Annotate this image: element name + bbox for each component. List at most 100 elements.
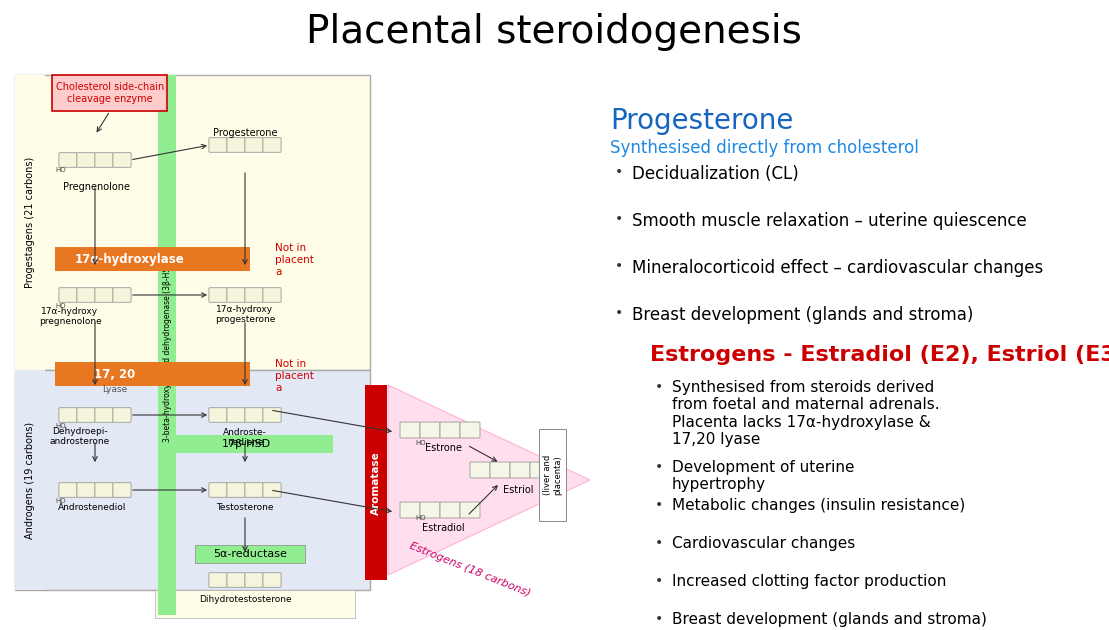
Text: Androstenediol: Androstenediol <box>58 503 126 512</box>
FancyBboxPatch shape <box>59 288 78 302</box>
FancyBboxPatch shape <box>440 422 460 438</box>
Text: •: • <box>615 306 623 320</box>
Text: Progestagens (21 carbons): Progestagens (21 carbons) <box>26 156 35 288</box>
FancyBboxPatch shape <box>263 408 281 422</box>
FancyBboxPatch shape <box>195 545 305 563</box>
Text: Synthesised directly from cholesterol: Synthesised directly from cholesterol <box>610 139 919 157</box>
Text: Estrogens - Estradiol (E2), Estriol (E3): Estrogens - Estradiol (E2), Estriol (E3) <box>650 345 1109 365</box>
Text: Cardiovascular changes: Cardiovascular changes <box>672 536 855 551</box>
FancyBboxPatch shape <box>16 75 370 370</box>
Text: •: • <box>615 165 623 179</box>
FancyBboxPatch shape <box>470 462 490 478</box>
Text: 17, 20: 17, 20 <box>94 367 135 381</box>
Text: Smooth muscle relaxation – uterine quiescence: Smooth muscle relaxation – uterine quies… <box>632 212 1027 230</box>
FancyBboxPatch shape <box>77 408 95 422</box>
Text: Mineralocorticoid effect – cardiovascular changes: Mineralocorticoid effect – cardiovascula… <box>632 259 1044 277</box>
FancyBboxPatch shape <box>208 138 227 152</box>
FancyBboxPatch shape <box>420 422 440 438</box>
FancyBboxPatch shape <box>460 502 480 518</box>
FancyBboxPatch shape <box>95 483 113 497</box>
FancyBboxPatch shape <box>510 462 530 478</box>
FancyBboxPatch shape <box>440 502 460 518</box>
Text: Breast development (glands and stroma): Breast development (glands and stroma) <box>632 306 974 324</box>
Text: 3-beta-hydroxysteroid dehydrogenase (3β-HSD): 3-beta-hydroxysteroid dehydrogenase (3β-… <box>163 258 172 442</box>
Text: Aromatase: Aromatase <box>372 451 381 515</box>
FancyBboxPatch shape <box>55 247 250 271</box>
FancyBboxPatch shape <box>245 408 263 422</box>
FancyBboxPatch shape <box>52 75 167 111</box>
FancyBboxPatch shape <box>208 483 227 497</box>
Text: Estradiol: Estradiol <box>421 523 465 533</box>
FancyBboxPatch shape <box>157 75 176 615</box>
Text: •: • <box>615 259 623 273</box>
FancyBboxPatch shape <box>263 573 281 587</box>
Text: Androgens (19 carbons): Androgens (19 carbons) <box>26 421 35 539</box>
Text: •: • <box>655 536 663 550</box>
Text: 17α-hydroxy
progesterone: 17α-hydroxy progesterone <box>215 305 275 324</box>
Text: •: • <box>615 212 623 226</box>
Text: Development of uterine
hypertrophy: Development of uterine hypertrophy <box>672 460 855 493</box>
FancyBboxPatch shape <box>263 288 281 302</box>
Text: •: • <box>655 612 663 626</box>
Text: (liver and
placenta): (liver and placenta) <box>543 455 562 495</box>
FancyBboxPatch shape <box>490 462 510 478</box>
Text: Estrogens (18 carbons): Estrogens (18 carbons) <box>408 541 532 599</box>
FancyBboxPatch shape <box>400 502 420 518</box>
FancyBboxPatch shape <box>157 435 333 453</box>
FancyBboxPatch shape <box>113 288 131 302</box>
Text: Pregnenolone: Pregnenolone <box>63 182 131 192</box>
Text: Not in
placent
a: Not in placent a <box>275 359 314 392</box>
Text: Lyase: Lyase <box>102 386 128 394</box>
Text: HO: HO <box>415 515 426 521</box>
Text: Dehydroepi-
androsterone: Dehydroepi- androsterone <box>50 427 110 447</box>
FancyBboxPatch shape <box>245 483 263 497</box>
FancyBboxPatch shape <box>155 590 355 618</box>
FancyBboxPatch shape <box>59 408 78 422</box>
FancyBboxPatch shape <box>400 422 420 438</box>
FancyBboxPatch shape <box>365 385 387 580</box>
Text: 17α-hydroxylase: 17α-hydroxylase <box>75 253 185 265</box>
FancyBboxPatch shape <box>227 288 245 302</box>
FancyBboxPatch shape <box>16 75 45 370</box>
Text: HO: HO <box>55 167 65 173</box>
FancyBboxPatch shape <box>77 288 95 302</box>
Text: HO: HO <box>415 440 426 446</box>
FancyBboxPatch shape <box>227 483 245 497</box>
FancyBboxPatch shape <box>95 408 113 422</box>
FancyBboxPatch shape <box>208 408 227 422</box>
FancyBboxPatch shape <box>263 138 281 152</box>
FancyBboxPatch shape <box>208 288 227 302</box>
FancyBboxPatch shape <box>113 483 131 497</box>
Text: 17β-HSD: 17β-HSD <box>222 439 271 449</box>
Text: Dihydrotestosterone: Dihydrotestosterone <box>199 595 292 604</box>
FancyBboxPatch shape <box>227 573 245 587</box>
Text: 5α-reductase: 5α-reductase <box>213 549 287 559</box>
FancyBboxPatch shape <box>77 483 95 497</box>
Text: HO: HO <box>55 303 65 309</box>
Text: Placental steroidogenesis: Placental steroidogenesis <box>306 13 802 51</box>
Text: Increased clotting factor production: Increased clotting factor production <box>672 574 946 589</box>
FancyBboxPatch shape <box>245 138 263 152</box>
Text: Testosterone: Testosterone <box>216 503 274 512</box>
FancyBboxPatch shape <box>420 502 440 518</box>
Text: HO: HO <box>55 498 65 504</box>
Text: •: • <box>655 460 663 474</box>
Text: HO: HO <box>55 423 65 429</box>
Text: Synthesised from steroids derived
from foetal and maternal adrenals.
Placenta la: Synthesised from steroids derived from f… <box>672 380 939 447</box>
Polygon shape <box>388 385 590 575</box>
FancyBboxPatch shape <box>227 408 245 422</box>
FancyBboxPatch shape <box>530 462 550 478</box>
Text: Progesterone: Progesterone <box>213 128 277 138</box>
Text: Cholesterol side-chain
cleavage enzyme: Cholesterol side-chain cleavage enzyme <box>55 82 164 104</box>
FancyBboxPatch shape <box>539 429 566 521</box>
Text: 17α-hydroxy
pregnenolone: 17α-hydroxy pregnenolone <box>39 307 101 326</box>
FancyBboxPatch shape <box>263 483 281 497</box>
FancyBboxPatch shape <box>55 362 250 386</box>
FancyBboxPatch shape <box>227 138 245 152</box>
FancyBboxPatch shape <box>208 573 227 587</box>
Text: Decidualization (CL): Decidualization (CL) <box>632 165 798 183</box>
FancyBboxPatch shape <box>245 573 263 587</box>
FancyBboxPatch shape <box>95 288 113 302</box>
Text: Estriol: Estriol <box>502 485 533 495</box>
FancyBboxPatch shape <box>77 152 95 168</box>
